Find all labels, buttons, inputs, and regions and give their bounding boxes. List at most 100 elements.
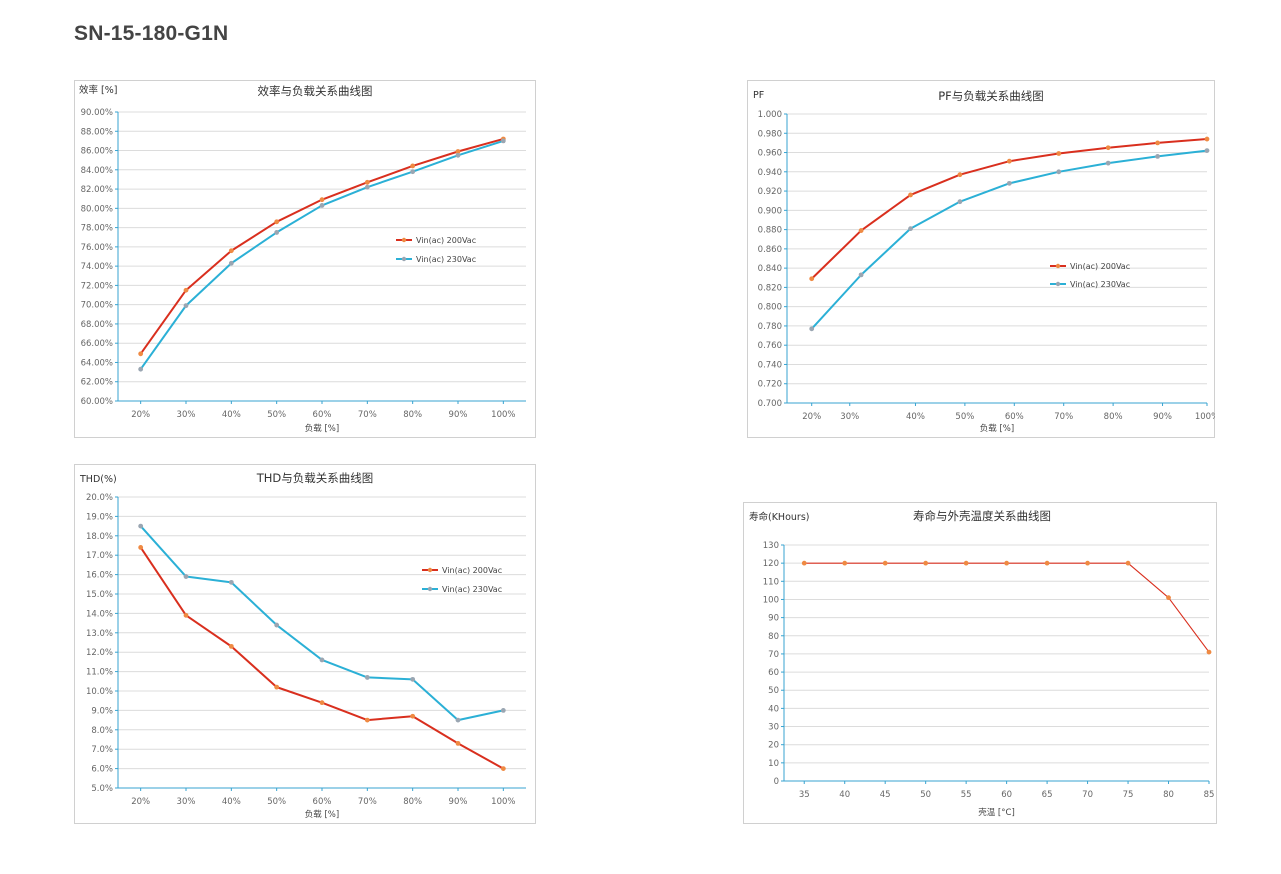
- data-point: [923, 560, 929, 566]
- y-tick-label: 80.00%: [81, 204, 113, 214]
- legend-swatch-marker: [427, 586, 433, 592]
- x-tick-label: 40: [839, 790, 850, 800]
- data-point: [455, 717, 461, 723]
- x-tick-label: 90%: [449, 410, 468, 420]
- y-tick-label: 10: [768, 759, 779, 769]
- y-tick-label: 60.00%: [81, 397, 113, 407]
- x-tick-label: 45: [880, 790, 891, 800]
- data-point: [364, 717, 370, 723]
- data-point: [809, 276, 815, 282]
- legend-label: Vin(ac) 200Vac: [1070, 262, 1130, 271]
- y-tick-label: 70: [768, 650, 779, 660]
- x-tick-label: 50: [920, 790, 931, 800]
- legend-label: Vin(ac) 230Vac: [416, 255, 476, 264]
- y-tick-label: 90.00%: [81, 108, 113, 118]
- pf-vs-load-chart: 0.700 0.720 0.740 0.760 0.780 0.800 0.820 0.840…: [747, 80, 1215, 438]
- data-point: [1166, 595, 1171, 601]
- x-tick-label: 80%: [403, 797, 422, 807]
- y-tick-label: 40: [768, 704, 779, 714]
- lifetime-vs-case-temperature-chart: 0 10 20 30 40 50 60 70 80 90 100 110 120 130 35 40 45 50 5…: [743, 502, 1217, 824]
- y-tick-label: 120: [763, 559, 779, 569]
- data-point: [801, 560, 807, 566]
- chart-title: 效率与负载关系曲线图: [258, 84, 373, 98]
- y-tick-label: 76.00%: [81, 243, 113, 253]
- y-axis-label: 效率 [%]: [79, 84, 117, 96]
- y-tick-label: 64.00%: [81, 358, 113, 368]
- data-point: [274, 219, 280, 225]
- data-point: [908, 192, 913, 198]
- x-axis-label: 壳温 [°C]: [978, 807, 1015, 818]
- y-tick-label: 0.920: [758, 187, 782, 197]
- data-point: [455, 152, 461, 158]
- data-point: [228, 579, 234, 585]
- x-tick-label: 85: [1204, 790, 1215, 800]
- chart-frame: [747, 80, 1215, 438]
- y-tick-label: 16.0%: [86, 571, 113, 581]
- y-tick-label: 68.00%: [81, 320, 113, 330]
- y-tick-label: 130: [763, 541, 779, 551]
- y-tick-label: 20: [768, 741, 779, 751]
- y-tick-label: 70.00%: [81, 301, 113, 311]
- y-tick-label: 6.0%: [91, 765, 113, 775]
- x-tick-label: 20%: [802, 412, 821, 422]
- x-tick-label: 20%: [131, 410, 150, 420]
- chart-title: THD与负载关系曲线图: [256, 471, 374, 485]
- y-tick-label: 60: [768, 668, 779, 678]
- data-point: [1004, 560, 1010, 566]
- data-point: [228, 260, 234, 266]
- y-tick-label: 1.000: [758, 110, 782, 120]
- data-point: [410, 676, 416, 682]
- x-tick-label: 80: [1163, 790, 1174, 800]
- y-tick-label: 78.00%: [81, 224, 113, 234]
- legend-label: Vin(ac) 200Vac: [416, 236, 476, 245]
- x-tick-label: 30%: [177, 797, 196, 807]
- data-point: [183, 612, 189, 618]
- y-tick-label: 110: [763, 577, 779, 587]
- x-tick-label: 90%: [1153, 412, 1172, 422]
- data-point: [319, 197, 325, 203]
- y-tick-label: 0.700: [758, 399, 782, 409]
- y-tick-label: 12.0%: [86, 648, 113, 658]
- legend-swatch-marker: [1055, 263, 1061, 269]
- data-point: [183, 287, 189, 293]
- data-point: [319, 203, 325, 208]
- data-point: [1105, 145, 1111, 151]
- y-tick-label: 0.800: [758, 303, 782, 313]
- y-tick-label: 66.00%: [81, 339, 113, 349]
- data-point: [1204, 148, 1210, 154]
- data-point: [274, 230, 280, 235]
- data-point: [183, 574, 189, 579]
- data-point: [410, 713, 416, 719]
- y-tick-label: 50: [768, 686, 779, 696]
- x-tick-label: 50%: [955, 412, 974, 422]
- x-tick-label: 100%: [491, 410, 515, 420]
- data-point: [963, 560, 969, 566]
- data-point: [842, 560, 848, 566]
- chart-title: PF与负载关系曲线图: [938, 89, 1044, 103]
- legend-label: Vin(ac) 230Vac: [442, 585, 502, 594]
- data-point: [364, 184, 370, 190]
- y-tick-label: 0.960: [758, 149, 782, 159]
- data-point: [138, 545, 144, 550]
- data-point: [1006, 158, 1012, 164]
- chart-frame: [74, 80, 536, 438]
- data-point: [957, 199, 963, 205]
- y-tick-label: 0.720: [758, 380, 782, 390]
- y-axis-label: PF: [753, 90, 764, 101]
- y-tick-label: 0.780: [758, 322, 782, 332]
- legend-label: Vin(ac) 230Vac: [1070, 280, 1130, 289]
- x-tick-label: 100%: [1195, 412, 1215, 422]
- data-point: [274, 684, 280, 690]
- chart-frame: [74, 464, 536, 824]
- x-tick-label: 40%: [906, 412, 925, 422]
- data-point: [319, 657, 325, 663]
- data-point: [1044, 560, 1050, 566]
- y-tick-label: 62.00%: [81, 378, 113, 388]
- x-axis-label: 负载 [%]: [305, 423, 339, 434]
- data-point: [274, 622, 280, 628]
- data-point: [957, 172, 963, 178]
- y-tick-label: 9.0%: [91, 706, 113, 716]
- data-point: [1056, 169, 1062, 175]
- data-point: [1204, 136, 1210, 142]
- y-tick-label: 80: [768, 632, 779, 642]
